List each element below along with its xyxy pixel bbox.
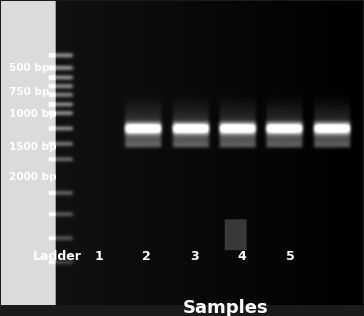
Text: 2: 2 xyxy=(142,250,150,263)
Text: Ladder: Ladder xyxy=(33,250,82,263)
Text: 750 bp: 750 bp xyxy=(9,88,49,97)
Text: 3: 3 xyxy=(190,250,199,263)
Text: 1000 bp: 1000 bp xyxy=(9,109,56,119)
Text: 1: 1 xyxy=(95,250,103,263)
Text: 1500 bp: 1500 bp xyxy=(9,142,56,152)
Text: 2000 bp: 2000 bp xyxy=(9,173,56,182)
Text: 4: 4 xyxy=(237,250,246,263)
Text: Samples: Samples xyxy=(182,299,268,316)
Text: 5: 5 xyxy=(286,250,295,263)
Text: 500 bp: 500 bp xyxy=(9,63,49,73)
